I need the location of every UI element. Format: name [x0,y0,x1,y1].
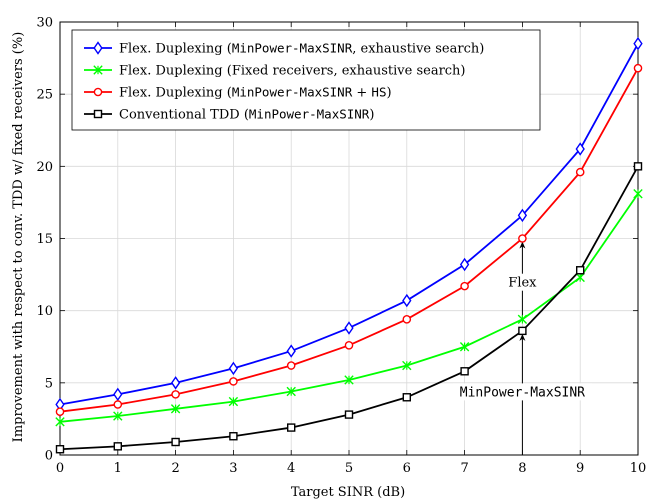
data-point [344,321,354,335]
data-point [344,410,354,419]
x-tick-label: 6 [403,461,411,476]
data-point [286,361,296,370]
legend-marker [93,87,103,97]
data-point [170,404,181,414]
data-point [402,360,412,371]
data-point [460,367,469,376]
data-point [517,314,528,325]
arrow-head-lower [519,333,526,341]
data-point [633,36,643,51]
data-point [402,293,412,308]
x-tick-label: 4 [287,461,295,476]
data-point [633,162,643,171]
data-point [287,423,296,432]
data-point [286,344,296,358]
series-4 [55,162,643,454]
y-tick-label: 30 [36,16,53,31]
legend-label: Flex. Duplexing (MinPower-MaxSINR + HS) [119,85,392,101]
x-axis-label: Target SINR (dB) [291,485,405,500]
x-tick-label: 1 [114,461,122,476]
legend-item-1: Flex. Duplexing (MinPower-MaxSINR, exhau… [84,41,484,57]
data-point [518,234,527,243]
legend-label: Flex. Duplexing (Fixed receivers, exhaus… [119,64,466,79]
data-point [575,272,585,283]
data-point [460,281,469,291]
legend-marker [93,65,103,75]
annotation-arrow [519,241,526,455]
data-point [228,361,239,376]
data-point [344,341,354,350]
y-tick-label: 20 [36,160,53,175]
x-tick-label: 2 [171,461,179,476]
series-3 [55,63,643,417]
annotation-label: Flex [508,276,537,291]
data-point [402,393,411,402]
y-tick-label: 15 [36,232,53,247]
y-tick-label: 0 [45,449,53,464]
y-axis-label: Improvement with respect to conv. TDD w/… [11,32,26,443]
data-point [576,266,585,275]
data-point [517,208,528,223]
data-point [633,63,643,73]
series-2 [55,189,643,427]
x-tick-label: 10 [630,461,647,476]
data-point [229,377,238,386]
legend-label: Flex. Duplexing (MinPower-MaxSINR, exhau… [119,41,484,57]
data-point [171,437,180,447]
data-point [113,387,123,402]
tick-labels: 0 1 2 3 4 5 6 7 8 9 10 0 5 10 15 20 25 30 [36,16,646,477]
x-tick-label: 5 [345,461,353,476]
legend-item-2: Flex. Duplexing (Fixed receivers, exhaus… [84,64,466,79]
data-point [344,375,354,385]
data-point [113,411,123,421]
data-point [55,417,65,427]
data-point [575,167,585,177]
data-point [55,445,65,454]
data-point [229,432,238,441]
data-point [459,342,470,352]
x-tick-label: 8 [518,461,526,476]
series-group [55,36,643,454]
annotation-label: MinPower-MaxSINR [460,385,585,400]
x-tick-label: 7 [460,461,468,476]
data-point [228,396,239,407]
annotation-bg [452,383,592,401]
arrow-head-upper [519,241,526,249]
y-tick-label: 25 [36,88,53,103]
data-point [402,315,412,324]
data-point [170,376,181,390]
x-tick-label: 0 [56,461,64,476]
legend-label: Conventional TDD (MinPower-MaxSINR) [119,107,374,123]
legend-item-4: Conventional TDD (MinPower-MaxSINR) [84,107,374,123]
annotation-bg [502,273,543,291]
axes [59,21,639,456]
data-point [575,142,585,156]
legend-box [71,29,541,131]
legend: Flex. Duplexing (MinPower-MaxSINR, exhau… [71,29,541,131]
data-point [171,390,180,399]
legend-marker [93,109,103,119]
x-tick-label: 3 [229,461,237,476]
data-point [459,257,470,272]
data-point [55,407,65,417]
x-tick-label: 9 [576,461,584,476]
y-tick-label: 5 [45,376,53,391]
annotations: Flex MinPower-MaxSINR [452,273,592,401]
data-point [633,189,643,199]
data-point [518,326,527,336]
data-point [286,386,296,397]
data-point [113,400,123,409]
y-tick-label: 10 [36,304,53,319]
series-1 [55,36,643,412]
legend-item-3: Flex. Duplexing (MinPower-MaxSINR + HS) [84,85,392,101]
legend-marker [93,41,103,55]
data-point [113,442,123,451]
